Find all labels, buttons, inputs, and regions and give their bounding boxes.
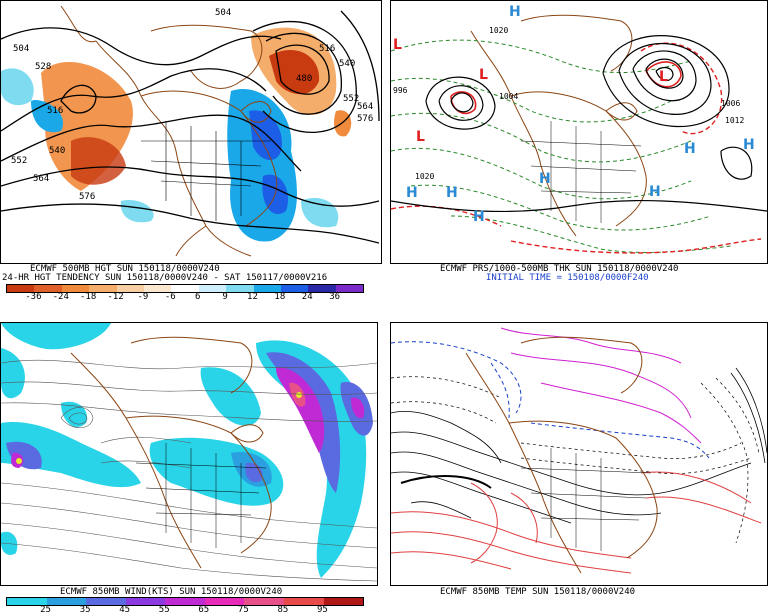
colorbar-swatch <box>308 285 336 292</box>
colorbar-swatch <box>198 285 227 292</box>
colorbar-tick-label: 85 <box>277 605 289 615</box>
colorbar-height-tendency <box>6 284 364 293</box>
contour-label: 516 <box>319 44 335 54</box>
colorbar-swatch <box>253 285 281 292</box>
contour-label: 540 <box>339 59 355 69</box>
colorbar-swatch <box>46 598 87 605</box>
colorbar-tick-label: -6 <box>164 292 176 302</box>
high-pressure-marker: H <box>509 4 521 20</box>
colorbar-tick-label: 75 <box>237 605 249 615</box>
colorbar-swatch <box>89 285 117 292</box>
colorbar-swatch <box>143 285 172 292</box>
colorbar-swatch <box>280 285 309 292</box>
contour-label: 1012 <box>725 116 744 125</box>
colorbar-tick-label: 35 <box>79 605 91 615</box>
colorbar-swatch <box>244 598 284 605</box>
caption-initial-time: INITIAL TIME = 150108/0000F240 <box>486 273 649 283</box>
low-pressure-marker: L <box>393 37 402 53</box>
colorbar-ticks-wind-speed: 25 35 45 55 65 75 85 95 <box>6 605 362 615</box>
colorbar-tick-label: 9 <box>222 292 228 302</box>
caption-850mb-temp: ECMWF 850MB TEMP SUN 150118/0000V240 <box>440 587 636 597</box>
panel-850mb-temp <box>390 322 768 586</box>
colorbar-tick-label: 45 <box>119 605 131 615</box>
contour-label: 576 <box>357 114 373 124</box>
colorbar-tick-label: 25 <box>40 605 51 615</box>
colorbar-swatch <box>283 598 324 605</box>
colorbar-tick-label: -24 <box>52 292 69 302</box>
colorbar-ticks-height-tendency: -36 -24 -18 -12 -9 -6 6 9 12 18 24 36 <box>6 292 362 302</box>
contour-label: 1020 <box>415 172 434 181</box>
panel-pressure-thickness: L L L L H H H H H H H H 996 1020 1004 10… <box>390 0 768 264</box>
colorbar-tick-label: 65 <box>198 605 210 615</box>
colorbar-tick-label: 6 <box>194 292 201 302</box>
high-pressure-marker: H <box>539 171 551 187</box>
caption-pressure-thickness: ECMWF PRS/1000-500MB THK SUN 150118/0000… <box>440 264 679 274</box>
contour-label: 516 <box>47 106 63 116</box>
contour-label: 1006 <box>721 99 740 108</box>
colorbar-tick-label: 36 <box>329 292 341 302</box>
map-500mb-height: 504 528 516 540 552 564 576 504 480 516 … <box>1 5 380 257</box>
colorbar-swatch <box>204 598 245 605</box>
caption-500mb-tendency: 24-HR HGT TENDENCY SUN 150118/0000V240 -… <box>2 273 328 283</box>
high-pressure-marker: H <box>649 184 661 200</box>
panel-850mb-wind <box>0 322 378 586</box>
colorbar-swatch <box>34 285 62 292</box>
caption-850mb-wind: ECMWF 850MB WIND(KTS) SUN 150118/0000V24… <box>60 587 283 597</box>
low-pressure-marker: L <box>416 129 425 145</box>
colorbar-wind-speed <box>6 597 364 606</box>
high-pressure-marker: H <box>406 185 418 201</box>
contour-label: 540 <box>49 146 65 156</box>
colorbar-swatch <box>86 598 126 605</box>
low-pressure-marker: L <box>659 69 668 85</box>
high-pressure-marker: H <box>684 141 696 157</box>
high-pressure-marker: H <box>446 185 458 201</box>
colorbar-tick-label: -18 <box>80 292 97 302</box>
colorbar-tick-label: -9 <box>137 292 149 302</box>
high-pressure-marker: H <box>743 137 755 153</box>
contour-label: 576 <box>79 192 95 202</box>
colorbar-swatch <box>226 285 254 292</box>
contour-label: 504 <box>215 8 231 18</box>
contour-label: 564 <box>33 174 49 184</box>
caption-500mb-title: ECMWF 500MB HGT SUN 150118/0000V240 <box>30 264 220 274</box>
map-pressure-thickness: L L L L H H H H H H H H 996 1020 1004 10… <box>391 4 767 254</box>
colorbar-swatch <box>7 598 47 605</box>
colorbar-swatch <box>165 598 205 605</box>
colorbar-swatch <box>323 598 364 605</box>
colorbar-tick-label: 24 <box>301 292 313 302</box>
map-850mb-temp <box>391 327 767 574</box>
colorbar-swatch <box>61 285 90 292</box>
colorbar-tick-label: -36 <box>25 292 42 302</box>
colorbar-tick-label: 95 <box>317 605 328 615</box>
colorbar-tick-label: 12 <box>247 292 258 302</box>
contour-label: 504 <box>13 44 29 54</box>
contour-label: 996 <box>393 86 408 95</box>
colorbar-swatch <box>171 285 199 292</box>
colorbar-swatch <box>116 285 144 292</box>
contour-label: 552 <box>343 94 359 104</box>
colorbar-swatch <box>7 285 35 292</box>
low-pressure-marker: L <box>479 67 488 83</box>
contour-label: 564 <box>357 102 373 112</box>
contour-label: 1020 <box>489 26 508 35</box>
map-850mb-wind <box>1 323 377 582</box>
contour-label: 552 <box>11 156 27 166</box>
high-pressure-marker: H <box>473 209 485 225</box>
contour-label: 480 <box>296 74 312 84</box>
colorbar-tick-label: 18 <box>274 292 286 302</box>
contour-label: 528 <box>35 62 51 72</box>
colorbar-swatch <box>335 285 364 292</box>
colorbar-tick-label: -12 <box>107 292 124 302</box>
contour-label: 1004 <box>499 92 518 101</box>
colorbar-tick-label: 55 <box>158 605 170 615</box>
panel-500mb-height: 504 528 516 540 552 564 576 504 480 516 … <box>0 0 382 264</box>
colorbar-swatch <box>125 598 166 605</box>
